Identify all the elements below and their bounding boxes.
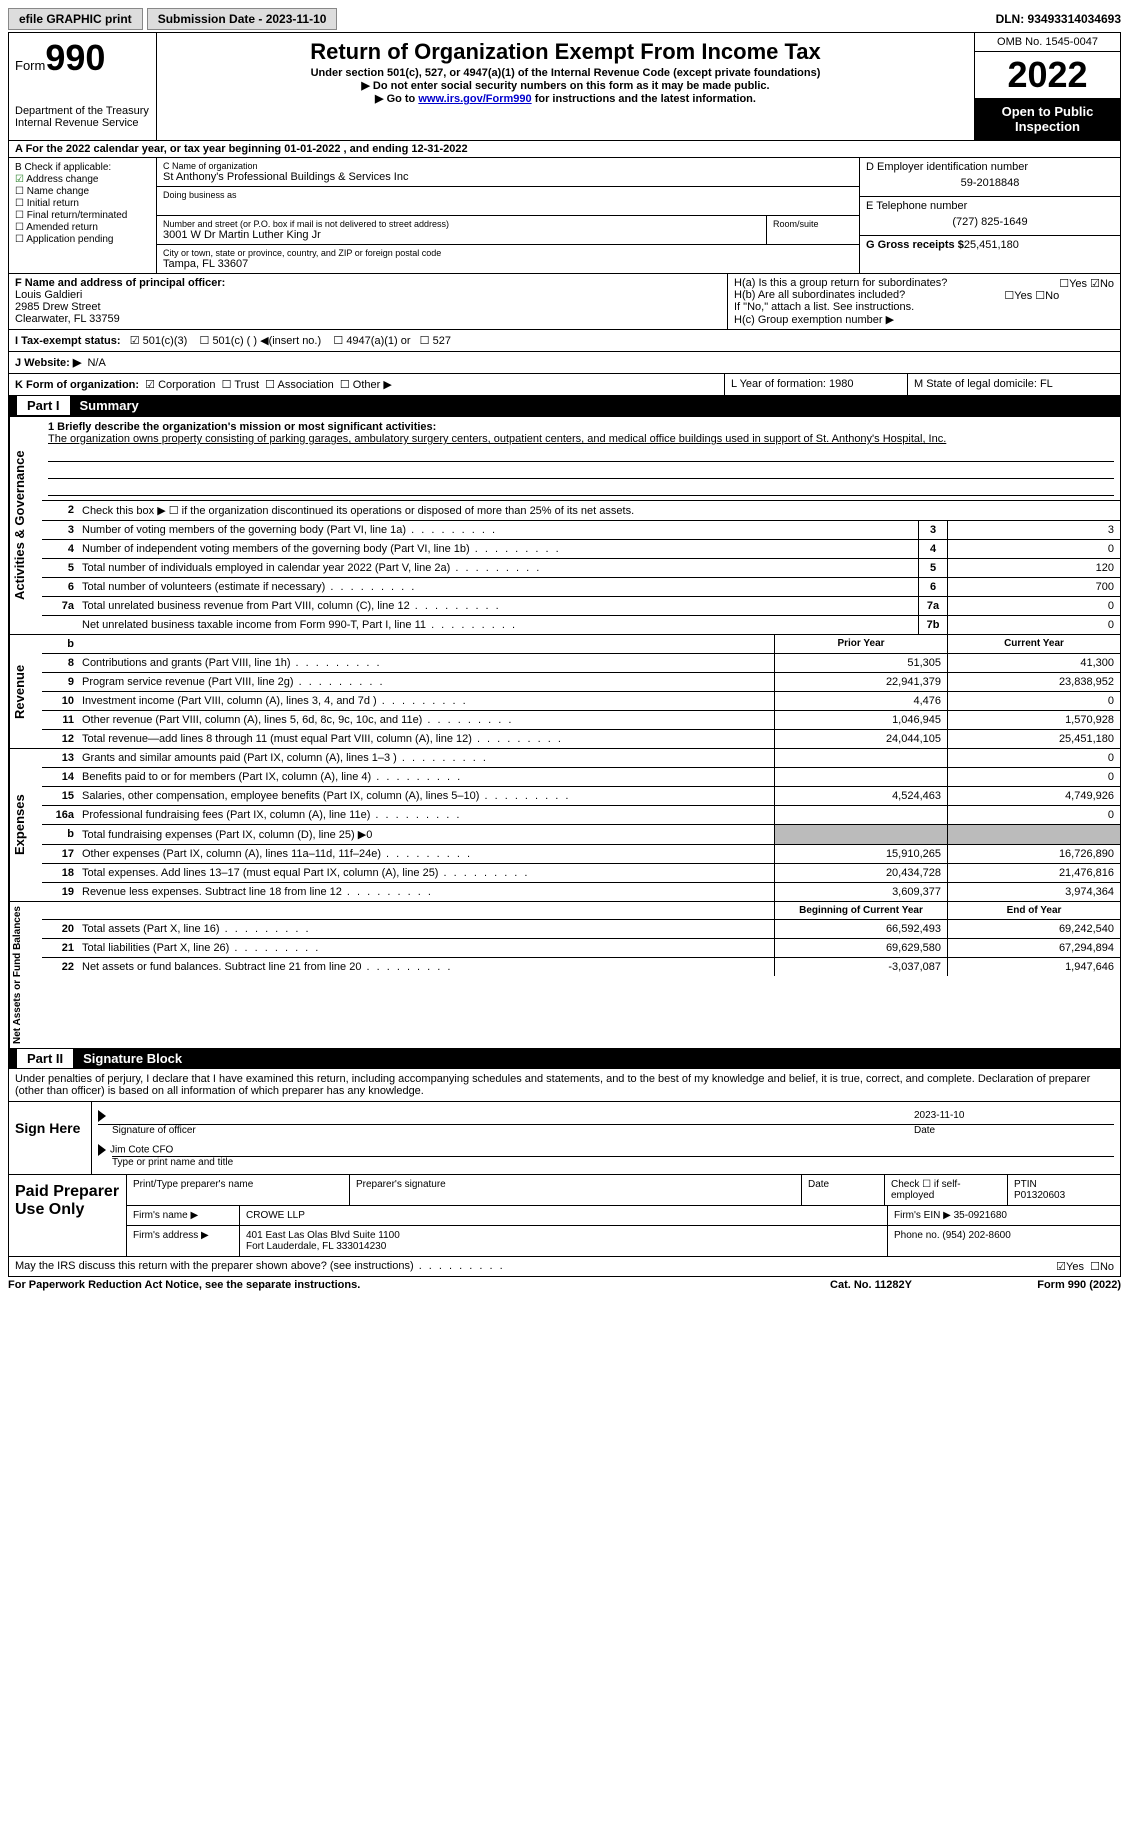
line-6: 6Total number of volunteers (estimate if… — [42, 578, 1120, 597]
sec-f: F Name and address of principal officer:… — [9, 274, 728, 329]
line-10: 10Investment income (Part VIII, column (… — [42, 692, 1120, 711]
sec-h: H(a) Is this a group return for subordin… — [728, 274, 1120, 329]
dln: DLN: 93493314034693 — [996, 12, 1121, 26]
vlabel-net: Net Assets or Fund Balances — [9, 902, 42, 1048]
row-a: A For the 2022 calendar year, or tax yea… — [9, 141, 1120, 158]
line-: Net unrelated business taxable income fr… — [42, 616, 1120, 634]
line-4: 4Number of independent voting members of… — [42, 540, 1120, 559]
line-3: 3Number of voting members of the governi… — [42, 521, 1120, 540]
vlabel-gov: Activities & Governance — [9, 417, 42, 634]
part1-hdr: Part ISummary — [9, 395, 1120, 416]
sig-intro: Under penalties of perjury, I declare th… — [9, 1069, 1120, 1101]
col-b: B Check if applicable: Address change Na… — [9, 158, 157, 273]
sign-block: 2023-11-10 Signature of officerDate Jim … — [92, 1102, 1120, 1174]
vlabel-rev: Revenue — [9, 635, 42, 748]
row-k: K Form of organization: ☑ Corporation ☐ … — [9, 374, 724, 395]
sign-here-label: Sign Here — [9, 1102, 92, 1174]
line-9: 9Program service revenue (Part VIII, lin… — [42, 673, 1120, 692]
efile-btn[interactable]: efile GRAPHIC print — [8, 8, 143, 30]
chk-address[interactable]: Address change — [15, 174, 150, 185]
chk-initial[interactable]: Initial return — [15, 198, 150, 209]
vlabel-exp: Expenses — [9, 749, 42, 901]
row-i: I Tax-exempt status: ☑ 501(c)(3) ☐ 501(c… — [9, 329, 1120, 351]
hdr-left: Form990 Department of the Treasury Inter… — [9, 33, 157, 140]
line-15: 15Salaries, other compensation, employee… — [42, 787, 1120, 806]
chk-final[interactable]: Final return/terminated — [15, 210, 150, 221]
row-l: L Year of formation: 1980 — [724, 374, 907, 395]
line-5: 5Total number of individuals employed in… — [42, 559, 1120, 578]
irs-link[interactable]: www.irs.gov/Form990 — [418, 93, 531, 105]
may-discuss: May the IRS discuss this return with the… — [9, 1256, 1120, 1276]
line-17: 17Other expenses (Part IX, column (A), l… — [42, 845, 1120, 864]
line-b: bTotal fundraising expenses (Part IX, co… — [42, 825, 1120, 845]
row-j: J Website: ▶ N/A — [9, 351, 1120, 373]
prep-label: Paid Preparer Use Only — [9, 1175, 127, 1256]
part2-hdr: Part IISignature Block — [9, 1048, 1120, 1069]
line-13: 13Grants and similar amounts paid (Part … — [42, 749, 1120, 768]
line-18: 18Total expenses. Add lines 13–17 (must … — [42, 864, 1120, 883]
line-19: 19Revenue less expenses. Subtract line 1… — [42, 883, 1120, 901]
hdr-right: OMB No. 1545-0047 2022 Open to Public In… — [974, 33, 1120, 140]
col-d: D Employer identification number 59-2018… — [859, 158, 1120, 273]
prep-block: Print/Type preparer's name Preparer's si… — [127, 1175, 1120, 1256]
chk-name[interactable]: Name change — [15, 186, 150, 197]
line-16a: 16aProfessional fundraising fees (Part I… — [42, 806, 1120, 825]
line-14: 14Benefits paid to or for members (Part … — [42, 768, 1120, 787]
chk-amended[interactable]: Amended return — [15, 222, 150, 233]
line-21: 21Total liabilities (Part X, line 26)69,… — [42, 939, 1120, 958]
footer: For Paperwork Reduction Act Notice, see … — [8, 1279, 1121, 1291]
col-c: C Name of organization St Anthony's Prof… — [157, 158, 859, 273]
line-22: 22Net assets or fund balances. Subtract … — [42, 958, 1120, 976]
row-m: M State of legal domicile: FL — [907, 374, 1120, 395]
line-11: 11Other revenue (Part VIII, column (A), … — [42, 711, 1120, 730]
form-990: Form990 Department of the Treasury Inter… — [8, 32, 1121, 1277]
chk-pending[interactable]: Application pending — [15, 234, 150, 245]
line-8: 8Contributions and grants (Part VIII, li… — [42, 654, 1120, 673]
line-20: 20Total assets (Part X, line 16)66,592,4… — [42, 920, 1120, 939]
line-12: 12Total revenue—add lines 8 through 11 (… — [42, 730, 1120, 748]
mission: 1 Briefly describe the organization's mi… — [42, 417, 1120, 501]
form-title: Return of Organization Exempt From Incom… — [165, 39, 966, 65]
submission-btn[interactable]: Submission Date - 2023-11-10 — [147, 8, 338, 30]
line-7a: 7aTotal unrelated business revenue from … — [42, 597, 1120, 616]
hdr-mid: Return of Organization Exempt From Incom… — [157, 33, 974, 140]
